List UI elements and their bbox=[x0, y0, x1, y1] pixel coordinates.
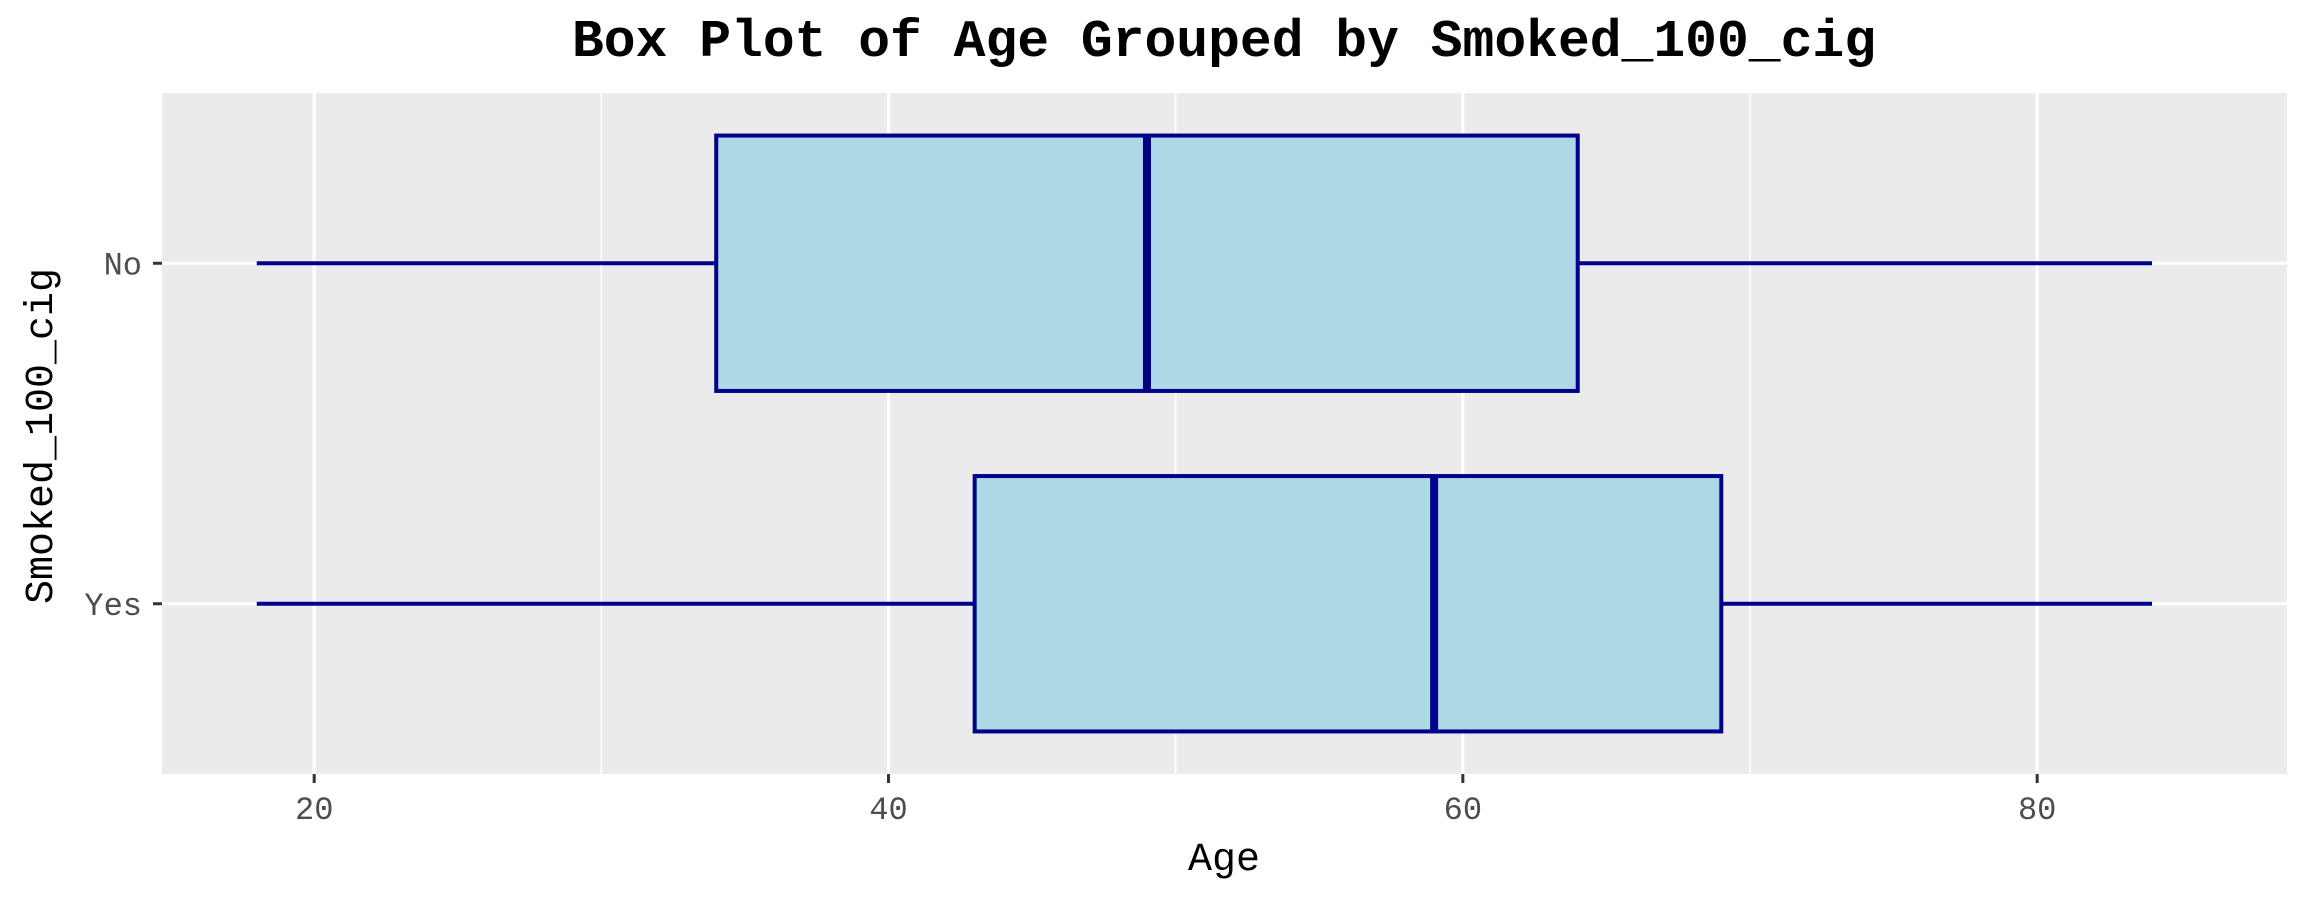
box-no bbox=[256, 133, 2153, 393]
x-tick-label: 60 bbox=[1444, 792, 1482, 829]
chart-title: Box Plot of Age Grouped by Smoked_100_ci… bbox=[572, 12, 1876, 72]
box-iqr bbox=[972, 474, 1724, 734]
axes: 20 40 60 80 No Yes bbox=[84, 247, 2056, 829]
y-axis-title: Smoked_100_cig bbox=[20, 268, 65, 604]
x-axis-title: Age bbox=[1188, 838, 1260, 883]
box-series bbox=[256, 133, 2153, 734]
x-tick-label: 40 bbox=[869, 792, 907, 829]
box-yes bbox=[256, 474, 2153, 734]
y-tick-label-no: No bbox=[104, 247, 142, 284]
y-tick-label-yes: Yes bbox=[84, 588, 142, 625]
x-tick-label: 20 bbox=[295, 792, 333, 829]
x-tick-label: 80 bbox=[2018, 792, 2056, 829]
